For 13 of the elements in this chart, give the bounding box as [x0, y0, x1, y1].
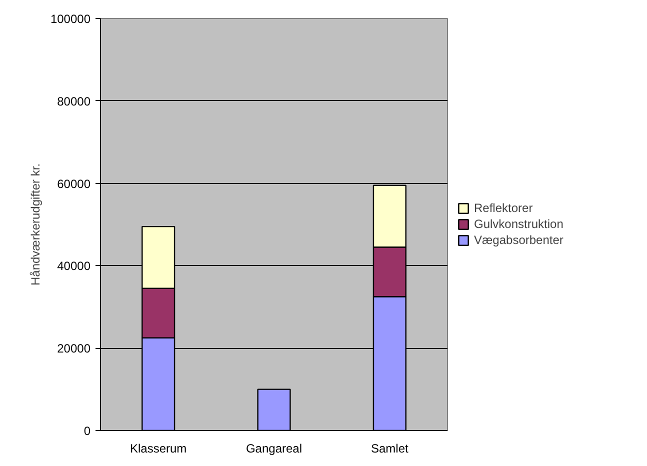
legend-label: Gulvkonstruktion	[474, 217, 564, 231]
y-tick-label: 20000	[57, 342, 91, 356]
y-tick-label: 0	[84, 424, 91, 438]
y-tick-label: 60000	[57, 176, 91, 191]
x-tick-label: Gangareal	[246, 442, 302, 456]
y-axis-title: Håndværkerudgifter kr.	[28, 163, 42, 286]
y-tick-label: 100000	[50, 12, 91, 26]
legend-label: Reflektorer	[474, 201, 533, 215]
x-tick-label: Samlet	[370, 442, 410, 456]
y-tick-label: 40000	[57, 259, 91, 274]
legend-label: Vægabsorbenter	[474, 233, 564, 247]
y-tick-label: 80000	[57, 94, 91, 108]
x-tick-label: Klasserum	[130, 442, 187, 456]
